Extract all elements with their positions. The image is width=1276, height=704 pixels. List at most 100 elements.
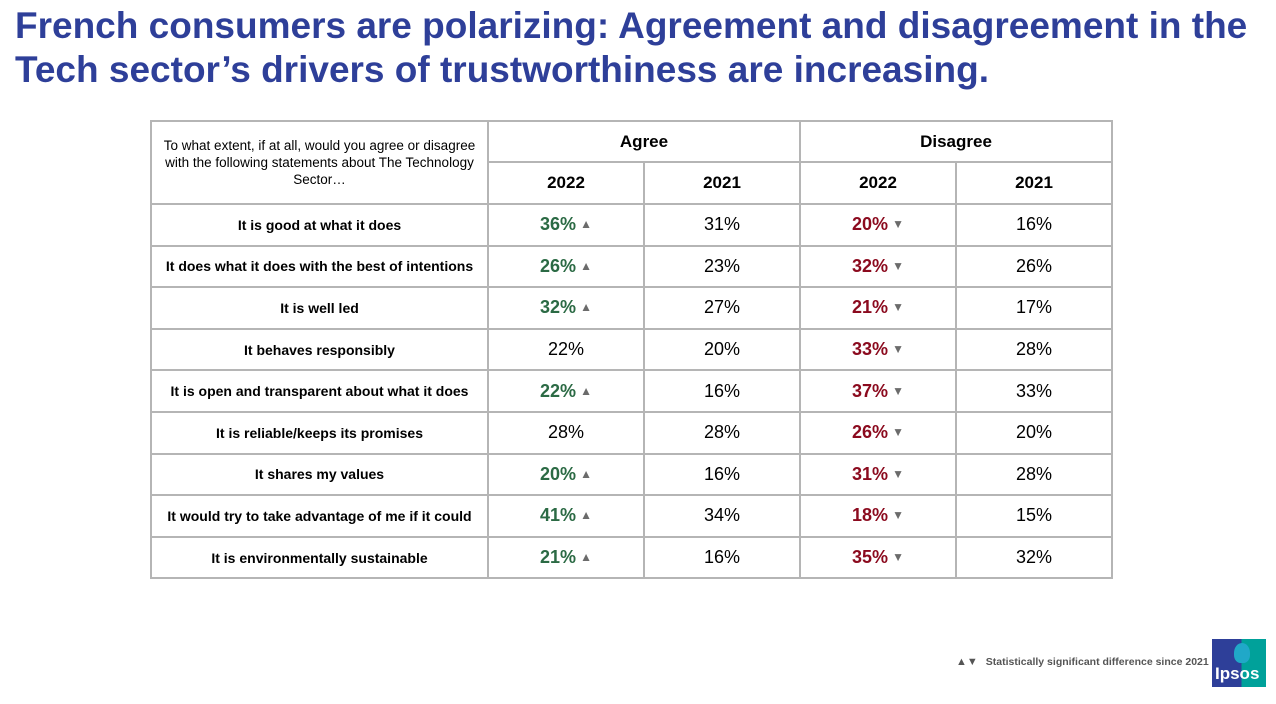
value: 41% xyxy=(540,505,577,526)
value: It would try to take advantage of me if … xyxy=(167,507,472,524)
value: 21% xyxy=(852,297,889,318)
table-row: It behaves responsibly 22% 20% 33% ▼ 28% xyxy=(150,327,1113,372)
triangle-down-icon: ▼ xyxy=(892,466,904,481)
agree-2021-cell: 23% xyxy=(643,244,801,289)
agree-2021-cell: 28% xyxy=(643,410,801,455)
value: It shares my values xyxy=(254,466,385,483)
value: 16% xyxy=(1015,214,1053,235)
agree-2022-cell: 22% ▲ xyxy=(487,369,645,413)
statement-cell: It would try to take advantage of me if … xyxy=(150,494,489,538)
value: It does what it does with the best of in… xyxy=(165,258,474,275)
value: 18% xyxy=(852,505,889,526)
value: 33% xyxy=(852,339,889,360)
value: 37% xyxy=(852,380,889,401)
value: 32% xyxy=(540,297,577,318)
triangle-up-icon: ▲ xyxy=(580,466,592,481)
value: 32% xyxy=(1015,547,1053,568)
disagree-2021-cell: 28% xyxy=(955,452,1113,497)
significance-legend: ▲▼ Statistically significant difference s… xyxy=(956,656,1209,668)
triangle-down-icon: ▼ xyxy=(892,425,904,440)
disagree-2021-cell: 32% xyxy=(955,535,1113,580)
statement-cell: It is reliable/keeps its promises xyxy=(150,410,489,455)
value: 16% xyxy=(703,463,741,484)
value: 26% xyxy=(1015,255,1053,276)
value: 27% xyxy=(703,297,741,318)
value: 23% xyxy=(703,255,741,276)
statement-cell: It is good at what it does xyxy=(150,203,489,247)
disagree-2022-cell: 26% ▼ xyxy=(799,410,957,455)
agree-2022-cell: 28% xyxy=(487,410,645,455)
triangle-down-icon: ▼ xyxy=(892,258,904,273)
up-down-triangle-icon: ▲▼ xyxy=(956,656,978,668)
statement-cell: It is environmentally sustainable xyxy=(150,535,489,580)
disagree-2022-cell: 33% ▼ xyxy=(799,327,957,372)
agree-header: Agree xyxy=(487,120,801,163)
disagree-2021-cell: 17% xyxy=(955,286,1113,330)
value: It is environmentally sustainable xyxy=(211,549,428,566)
value: 20% xyxy=(1015,422,1053,443)
table-row: It is environmentally sustainable 21% ▲ 16%… xyxy=(150,535,1113,580)
value: It is reliable/keeps its promises xyxy=(216,424,423,441)
agree-2021-cell: 27% xyxy=(643,286,801,330)
value: 16% xyxy=(703,547,741,568)
year-header: 2021 xyxy=(643,161,801,205)
value: 15% xyxy=(1015,505,1053,526)
disagree-2022-cell: 37% ▼ xyxy=(799,369,957,413)
value: 31% xyxy=(852,463,889,484)
value: 22% xyxy=(547,339,585,360)
triangle-down-icon: ▼ xyxy=(892,550,904,565)
agree-2022-cell: 36% ▲ xyxy=(487,203,645,247)
value: 34% xyxy=(703,505,741,526)
value: 21% xyxy=(540,547,577,568)
agree-2022-cell: 20% ▲ xyxy=(487,452,645,497)
value: 35% xyxy=(852,547,889,568)
value: It is open and transparent about what it… xyxy=(170,383,469,400)
table-row: It would try to take advantage of me if … xyxy=(150,494,1113,538)
statement-cell: It does what it does with the best of in… xyxy=(150,244,489,289)
statement-cell: It is well led xyxy=(150,286,489,330)
statement-cell: It is open and transparent about what it… xyxy=(150,369,489,413)
value: 33% xyxy=(1015,380,1053,401)
value: It behaves responsibly xyxy=(244,341,395,358)
triangle-down-icon: ▼ xyxy=(892,383,904,398)
agree-2021-cell: 16% xyxy=(643,452,801,497)
disagree-2021-cell: 16% xyxy=(955,203,1113,247)
legend-text: Statistically significant difference sin… xyxy=(985,656,1209,668)
table-row: It is reliable/keeps its promises 28% 28% 2… xyxy=(150,410,1113,455)
disagree-2022-cell: 35% ▼ xyxy=(799,535,957,580)
agree-2022-cell: 21% ▲ xyxy=(487,535,645,580)
value: 20% xyxy=(540,463,577,484)
value: 20% xyxy=(852,214,889,235)
triangle-down-icon: ▼ xyxy=(892,342,904,357)
year-header: 2021 xyxy=(955,161,1113,205)
value: 16% xyxy=(703,380,741,401)
value: 22% xyxy=(540,380,577,401)
triangle-down-icon: ▼ xyxy=(892,300,904,315)
value: 31% xyxy=(703,214,741,235)
value: 32% xyxy=(852,255,889,276)
triangle-up-icon: ▲ xyxy=(580,300,592,315)
agree-2022-cell: 32% ▲ xyxy=(487,286,645,330)
value: 20% xyxy=(703,339,741,360)
table-row: It is well led 32% ▲ 27% 21% ▼ 17% xyxy=(150,286,1113,330)
triangle-down-icon: ▼ xyxy=(892,217,904,232)
value: 26% xyxy=(540,255,577,276)
value: It is good at what it does xyxy=(237,216,402,233)
disagree-2021-cell: 28% xyxy=(955,327,1113,372)
disagree-2022-cell: 21% ▼ xyxy=(799,286,957,330)
triangle-up-icon: ▲ xyxy=(580,217,592,232)
disagree-2022-cell: 32% ▼ xyxy=(799,244,957,289)
ipsos-logo: Ipsos xyxy=(1212,639,1266,687)
value: 28% xyxy=(1015,339,1053,360)
triangle-up-icon: ▲ xyxy=(580,258,592,273)
table-row: It shares my values 20% ▲ 16% 31% ▼ 28% xyxy=(150,452,1113,497)
value: 28% xyxy=(703,422,741,443)
table-row: It is good at what it does 36% ▲ 31% 20% ▼ 16% xyxy=(150,203,1113,247)
statement-cell: It shares my values xyxy=(150,452,489,497)
triangle-up-icon: ▲ xyxy=(580,550,592,565)
disagree-2021-cell: 20% xyxy=(955,410,1113,455)
value: 28% xyxy=(547,422,585,443)
disagree-2022-cell: 20% ▼ xyxy=(799,203,957,247)
statement-cell: It behaves responsibly xyxy=(150,327,489,372)
triangle-down-icon: ▼ xyxy=(892,508,904,523)
